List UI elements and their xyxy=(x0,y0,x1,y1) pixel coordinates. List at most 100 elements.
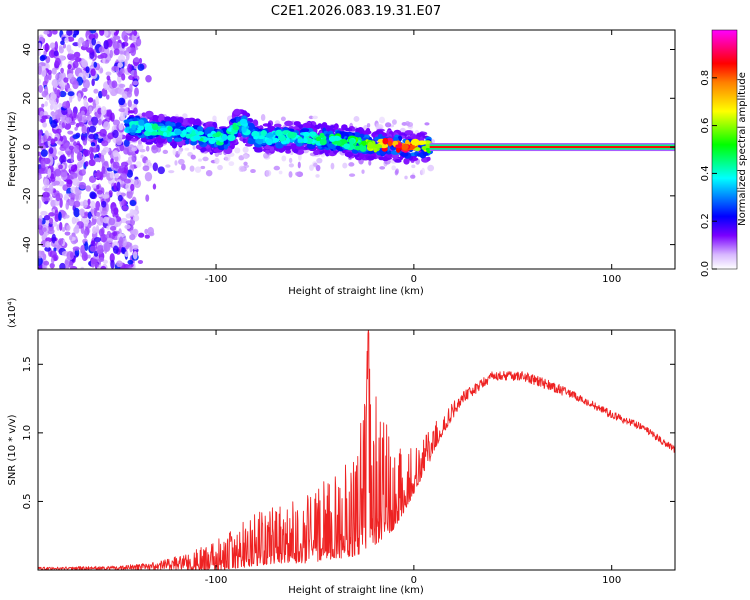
noise-blob xyxy=(66,44,72,53)
noise-blob xyxy=(106,75,111,81)
noise-blob xyxy=(118,236,124,246)
noise-blob xyxy=(81,40,90,48)
noise-blob xyxy=(44,86,49,96)
trace-blob xyxy=(277,143,282,148)
trace-blob xyxy=(400,151,409,157)
noise-blob xyxy=(48,212,55,217)
halo-blob xyxy=(288,163,294,168)
trace-blob xyxy=(204,128,210,136)
halo-blob xyxy=(378,116,386,124)
spectrogram-y-tick-label: -20 xyxy=(22,188,33,204)
trace-blob xyxy=(130,138,138,142)
trace-blob xyxy=(414,147,421,152)
noise-blob xyxy=(52,221,58,227)
snr-x-tick-label: 0 xyxy=(411,575,417,586)
noise-blob xyxy=(68,192,76,198)
noise-blob xyxy=(87,254,91,259)
noise-blob xyxy=(100,106,107,116)
halo-blob xyxy=(145,145,150,152)
noise-blob xyxy=(83,230,88,239)
noise-blob xyxy=(45,241,51,248)
noise-blob xyxy=(126,169,133,178)
noise-blob xyxy=(112,129,119,139)
noise-blob xyxy=(80,135,86,141)
trace-blob xyxy=(319,132,325,138)
halo-blob xyxy=(197,158,203,162)
halo-blob xyxy=(190,154,196,160)
noise-blob xyxy=(44,42,49,53)
halo-blob xyxy=(295,171,301,177)
noise-blob xyxy=(97,118,102,126)
halo-blob xyxy=(315,164,321,172)
trace-blob xyxy=(295,145,304,150)
trace-blob xyxy=(273,123,282,128)
noise-blob xyxy=(131,153,137,163)
noise-blob xyxy=(106,237,113,243)
noise-blob xyxy=(62,43,67,49)
noise-blob xyxy=(101,87,108,97)
noise-blob xyxy=(106,225,111,230)
noise-blob xyxy=(38,65,42,76)
noise-blob xyxy=(64,231,71,236)
noise-blob xyxy=(145,194,150,202)
halo-blob xyxy=(311,115,318,120)
halo-blob xyxy=(411,164,416,169)
noise-blob xyxy=(85,66,90,74)
noise-blob xyxy=(38,84,44,93)
halo-blob xyxy=(184,147,190,151)
halo-blob xyxy=(353,115,360,122)
noise-blob xyxy=(64,258,70,267)
noise-blob xyxy=(73,141,77,147)
noise-blob xyxy=(70,186,77,194)
noise-blob xyxy=(43,178,50,188)
noise-blob xyxy=(87,97,94,103)
noise-blob xyxy=(103,242,111,252)
noise-blob xyxy=(38,250,44,259)
noise-blob xyxy=(93,172,100,177)
noise-blob xyxy=(59,145,67,151)
halo-blob xyxy=(174,160,178,166)
noise-blob xyxy=(67,130,74,135)
halo-blob xyxy=(342,162,348,169)
noise-blob xyxy=(99,30,105,36)
trace-blob xyxy=(226,134,236,142)
noise-blob xyxy=(112,161,120,169)
noise-blob xyxy=(53,50,59,57)
noise-blob xyxy=(88,134,96,140)
noise-blob xyxy=(101,149,107,156)
noise-blob xyxy=(114,172,120,179)
halo-blob xyxy=(427,164,435,172)
noise-blob xyxy=(91,78,95,87)
noise-blob xyxy=(54,137,58,142)
trace-blob xyxy=(355,145,361,151)
noise-blob xyxy=(59,72,63,80)
noise-blob xyxy=(40,210,48,216)
noise-blob xyxy=(53,180,61,186)
noise-blob xyxy=(69,94,73,103)
spectrogram-x-label: Height of straight line (km) xyxy=(288,286,424,297)
noise-blob xyxy=(88,175,97,183)
noise-blob xyxy=(115,137,123,146)
noise-blob xyxy=(38,135,42,146)
halo-blob xyxy=(145,159,151,165)
noise-blob xyxy=(112,35,121,40)
noise-blob xyxy=(93,88,99,94)
noise-blob xyxy=(61,227,66,232)
halo-blob xyxy=(142,165,150,172)
halo-blob xyxy=(228,161,235,167)
trace-blob xyxy=(257,135,266,140)
noise-blob xyxy=(55,128,62,134)
noise-blob xyxy=(137,63,145,71)
spectrogram-x-tick-label: 100 xyxy=(602,274,621,285)
noise-blob xyxy=(81,87,88,92)
noise-blob xyxy=(68,145,75,151)
noise-blob xyxy=(67,36,75,42)
noise-blob xyxy=(112,230,118,237)
trace-blob xyxy=(203,137,212,141)
noise-blob xyxy=(64,84,70,90)
noise-blob xyxy=(61,122,65,129)
halo-blob xyxy=(391,165,396,171)
colorbar-tick-label: 0.2 xyxy=(700,213,711,229)
noise-blob xyxy=(72,246,80,251)
trace-blob xyxy=(195,121,202,126)
